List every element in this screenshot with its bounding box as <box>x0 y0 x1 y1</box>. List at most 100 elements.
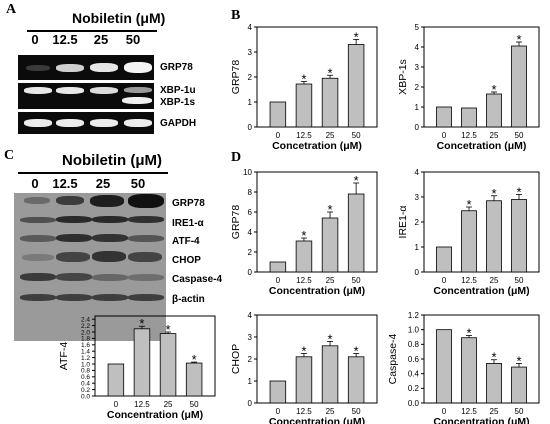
y-tick-label: 2 <box>248 248 253 257</box>
treatment-label: Nobiletin (μM) <box>72 10 166 26</box>
bar <box>486 362 502 404</box>
y-tick-label: 4 <box>415 43 420 52</box>
y-tick-label: 5 <box>415 23 420 32</box>
y-axis-label: CHOP <box>230 344 242 374</box>
y-tick-label: 10 <box>243 168 252 177</box>
y-tick-label: 0.0 <box>81 393 90 400</box>
significance-marker: * <box>491 186 496 201</box>
x-axis-label: Concetration (μM) <box>437 140 527 152</box>
band-label-chop: CHOP <box>172 255 201 266</box>
lane-label: 50 <box>125 32 141 47</box>
x-axis-label: Concentration (μM) <box>269 416 365 424</box>
significance-marker: * <box>139 316 144 331</box>
treatment-underline <box>18 172 168 174</box>
plot-frame <box>94 315 216 397</box>
x-tick-label: 12.5 <box>296 407 312 416</box>
y-tick-label: 1.2 <box>408 311 420 320</box>
significance-marker: * <box>516 32 521 47</box>
x-tick-label: 25 <box>490 407 499 416</box>
x-tick-label: 25 <box>326 276 335 285</box>
x-tick-label: 12.5 <box>461 276 477 285</box>
lane-label: 12.5 <box>52 32 78 47</box>
y-tick-label: 4 <box>248 311 253 320</box>
significance-marker: * <box>328 65 333 80</box>
significance-marker: * <box>192 352 197 367</box>
bar <box>295 83 313 128</box>
x-tick-label: 0 <box>114 400 119 409</box>
significance-marker: * <box>354 173 359 188</box>
bar <box>159 333 177 397</box>
panel-letter-c: C <box>4 148 15 163</box>
y-tick-label: 0.6 <box>81 374 90 381</box>
y-tick-label: 0.2 <box>81 387 90 394</box>
significance-marker: * <box>491 350 496 365</box>
y-axis-label: ATF-4 <box>58 342 70 371</box>
bar <box>269 261 287 273</box>
gel-strip-grp78 <box>18 55 154 80</box>
bar <box>133 328 151 397</box>
x-tick-label: 50 <box>190 400 199 409</box>
significance-marker: * <box>301 228 306 243</box>
y-tick-label: 0 <box>248 123 253 132</box>
gel-panel-a: Nobiletin (μM) 0 12.5 25 50 GRP78 XBP-1u… <box>0 0 230 140</box>
lane-label: 25 <box>93 32 109 47</box>
panel-letter-a: A <box>6 2 17 17</box>
y-tick-label: 4 <box>248 228 253 237</box>
x-tick-label: 25 <box>164 400 173 409</box>
significance-marker: * <box>466 326 471 341</box>
x-tick-label: 25 <box>326 131 335 140</box>
significance-marker: * <box>516 353 521 368</box>
y-tick-label: 1 <box>415 103 420 112</box>
band-label-xbp1s: XBP-1s <box>160 97 196 108</box>
y-tick-label: 0 <box>248 399 253 408</box>
x-tick-label: 12.5 <box>296 131 312 140</box>
band-label-caspase4: Caspase-4 <box>172 274 223 285</box>
bar <box>347 193 365 273</box>
significance-marker: * <box>354 344 359 359</box>
bar <box>461 210 477 273</box>
significance-marker: * <box>301 72 306 87</box>
lane-label: 0 <box>31 32 39 47</box>
x-axis-label: Concentration (μM) <box>107 409 203 421</box>
significance-marker: * <box>328 202 333 217</box>
y-tick-label: 2.2 <box>81 323 90 330</box>
bar <box>486 93 502 128</box>
x-tick-label: 0 <box>442 276 447 285</box>
bar <box>321 77 339 128</box>
plot-frame <box>256 171 378 273</box>
significance-marker: * <box>301 344 306 359</box>
band-label-grp78: GRP78 <box>160 62 193 73</box>
panel-letter-b: B <box>231 8 241 23</box>
y-tick-label: 0.4 <box>408 369 420 378</box>
significance-marker: * <box>328 331 333 346</box>
x-axis-label: Concentration (μM) <box>269 285 365 297</box>
y-tick-label: 1.0 <box>408 325 420 334</box>
x-tick-label: 0 <box>442 407 447 416</box>
bar <box>436 246 452 273</box>
bar <box>269 101 287 128</box>
band-label-atf4: ATF-4 <box>172 236 200 247</box>
x-tick-label: 50 <box>515 276 524 285</box>
y-tick-label: 2.4 <box>81 316 90 323</box>
y-tick-label: 8 <box>248 188 253 197</box>
band-label-ire1: IRE1-α <box>172 218 204 229</box>
y-tick-label: 1.8 <box>81 336 90 343</box>
bar <box>347 44 365 128</box>
x-tick-label: 25 <box>490 276 499 285</box>
x-tick-label: 0 <box>276 276 281 285</box>
bar <box>461 337 477 404</box>
treatment-label: Nobiletin (μM) <box>62 152 162 169</box>
x-axis-label: Concentration (μM) <box>433 285 529 297</box>
bar <box>321 345 339 404</box>
bar <box>295 240 313 273</box>
lane-label: 50 <box>130 176 146 191</box>
band-label-grp78: GRP78 <box>172 198 205 209</box>
x-tick-label: 0 <box>442 131 447 140</box>
bar <box>321 217 339 273</box>
treatment-underline <box>27 30 157 32</box>
y-tick-label: 0.6 <box>408 355 420 364</box>
gel-strip-gapdh <box>18 112 154 134</box>
